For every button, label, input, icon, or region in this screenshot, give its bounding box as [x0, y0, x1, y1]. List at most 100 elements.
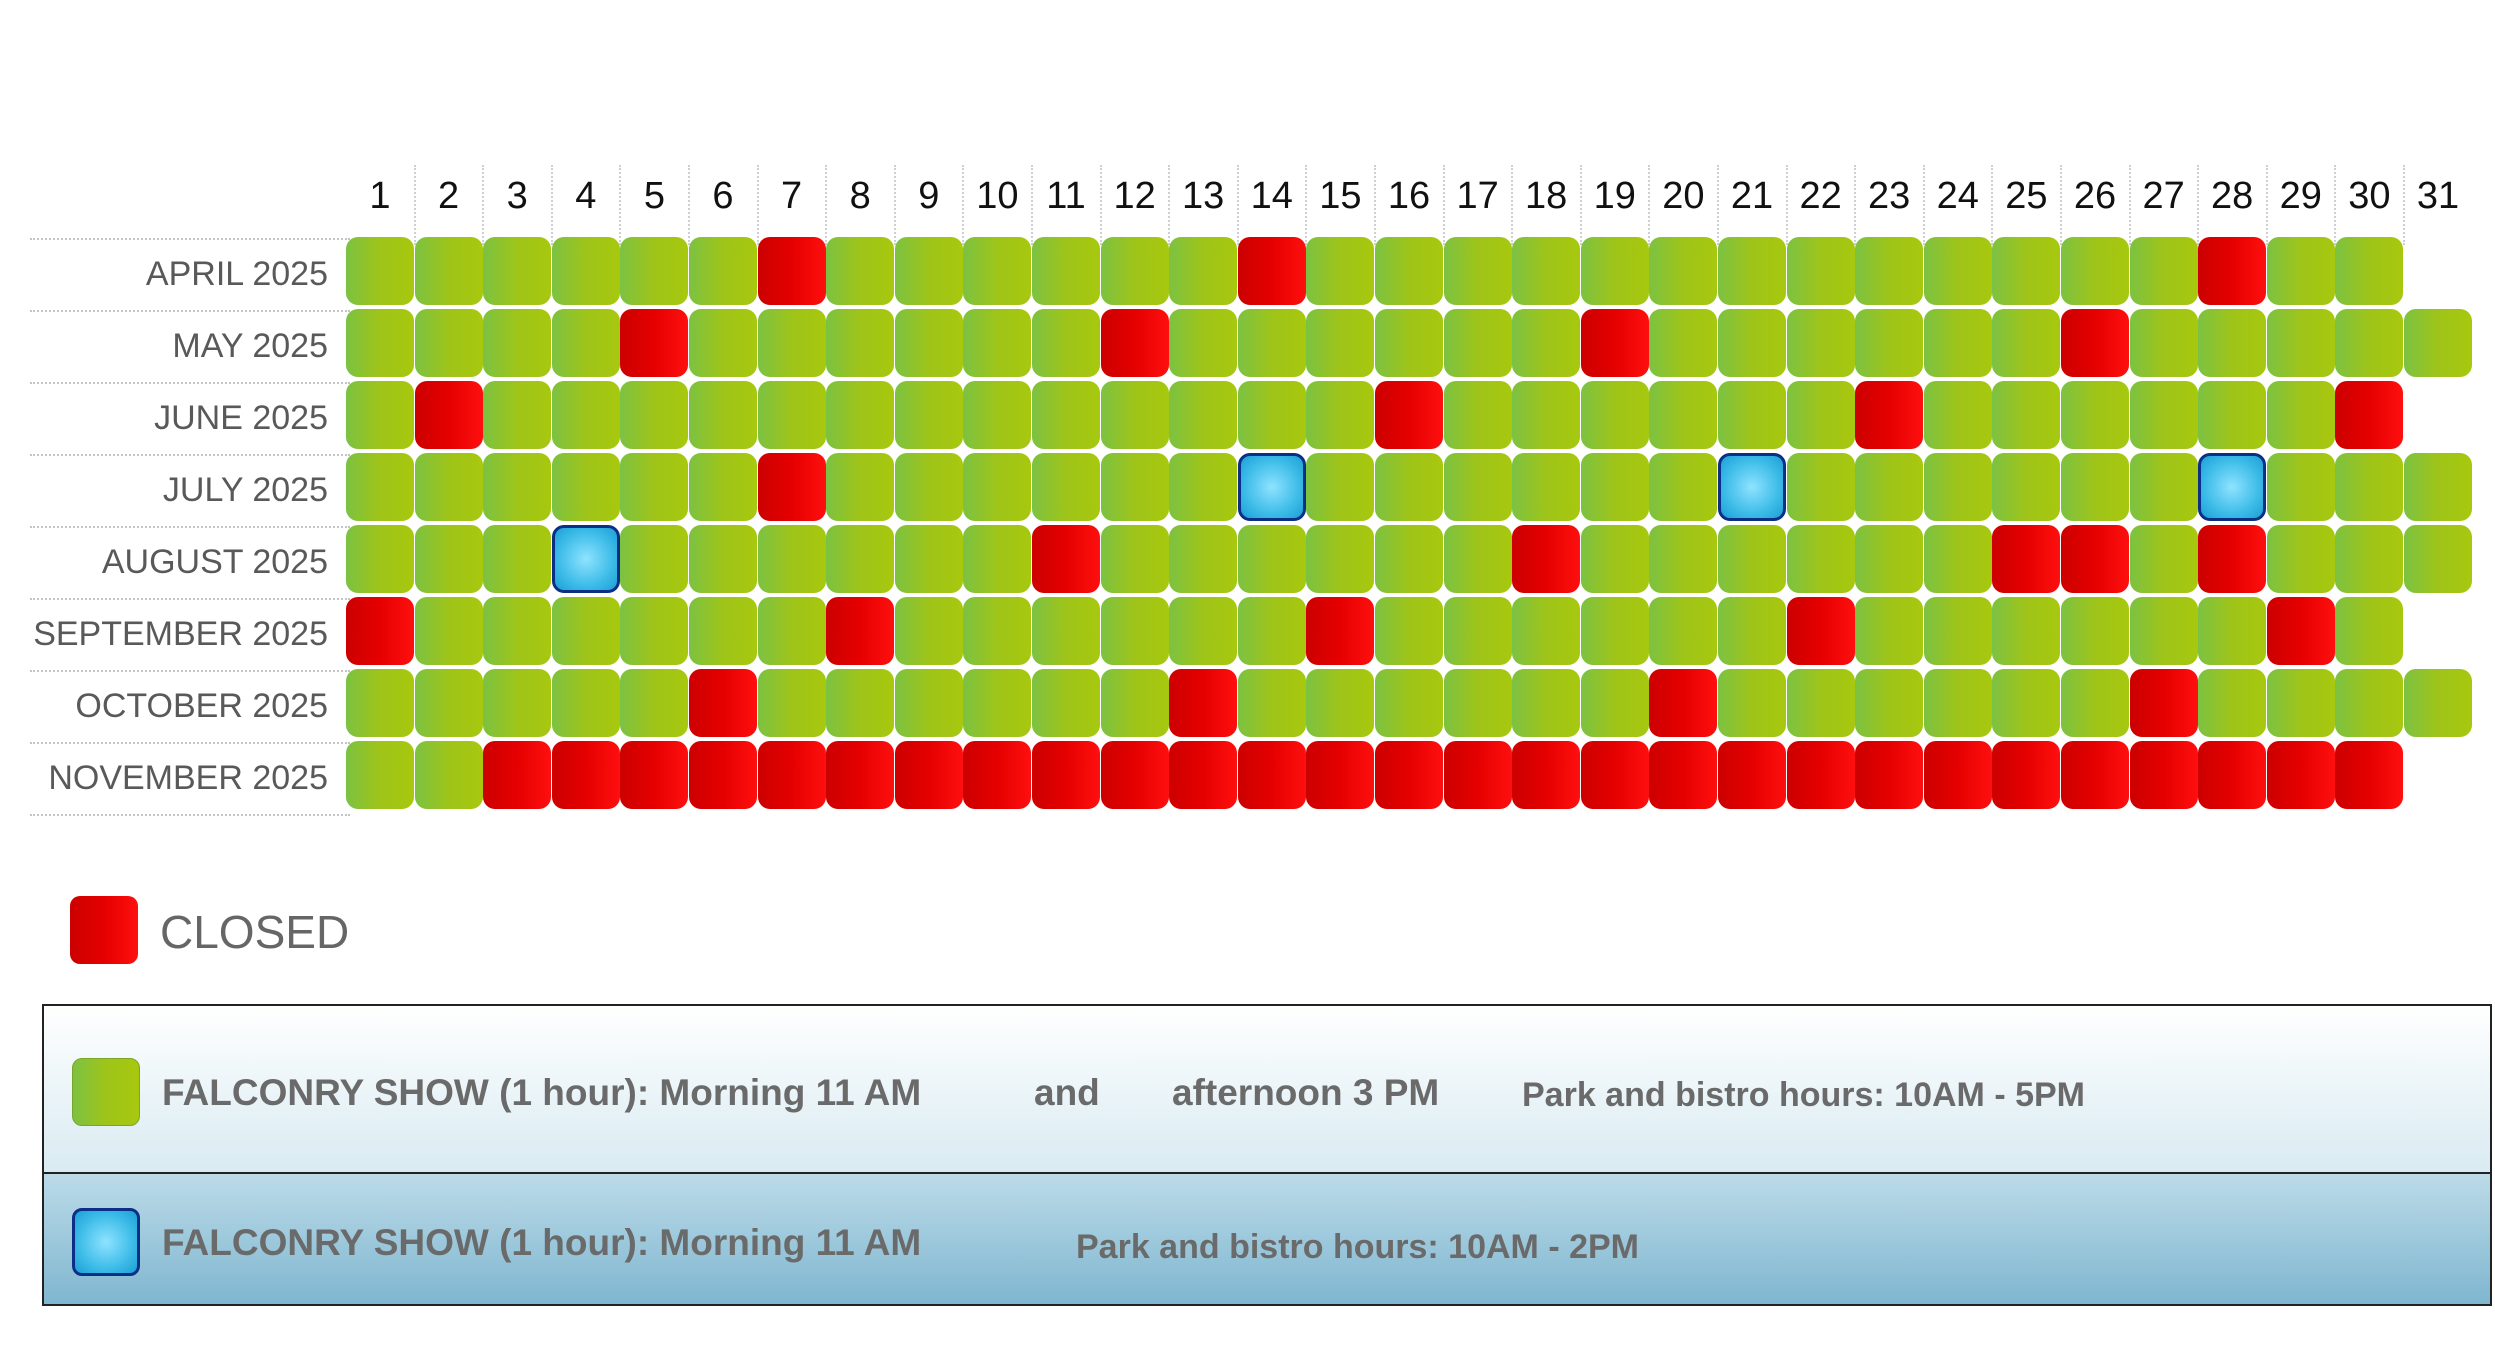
day-cell-open: [2129, 525, 2198, 593]
day-cell-open: [963, 381, 1032, 449]
day-cell-closed: [2061, 741, 2129, 809]
day-label-12: 12: [1113, 175, 1156, 217]
day-cell-open: [963, 525, 1032, 593]
day-cell-open: [2404, 669, 2472, 737]
day-cell-open: [414, 597, 483, 665]
day-cell-open: [1992, 237, 2061, 305]
day-cell-open: [1169, 381, 1238, 449]
day-cell-open: [414, 525, 483, 593]
day-cell-open: [1100, 597, 1169, 665]
day-cell-open: [826, 237, 895, 305]
column-separator: [1511, 165, 1514, 245]
day-cell-open: [1923, 381, 1992, 449]
day-cell-open: [1375, 237, 1443, 305]
legend-closed-label: CLOSED: [160, 906, 350, 958]
day-cell-closed: [1580, 309, 1649, 377]
day-label-20: 20: [1662, 175, 1705, 217]
day-cell-closed: [414, 381, 483, 449]
day-cell-closed: [1923, 741, 1992, 809]
day-cell-open: [2266, 669, 2335, 737]
day-cell-closed: [1306, 597, 1375, 665]
day-cell-open: [963, 309, 1032, 377]
day-cell-short: [551, 525, 620, 593]
day-cell-open: [1032, 309, 1100, 377]
day-label-30: 30: [2348, 175, 2391, 217]
day-cell-closed: [620, 309, 689, 377]
day-cell-open: [1580, 669, 1649, 737]
day-cell-open: [894, 453, 963, 521]
month-label: SEPTEMBER 2025: [33, 615, 328, 653]
day-cell-open: [1512, 669, 1581, 737]
column-separator: [1785, 165, 1788, 245]
day-cell-open: [894, 525, 963, 593]
day-label-8: 8: [849, 175, 871, 217]
day-cell-open: [2129, 309, 2198, 377]
day-cell-open: [894, 381, 963, 449]
day-cell-open: [1580, 237, 1649, 305]
month-label: AUGUST 2025: [101, 543, 328, 581]
day-cell-open: [2061, 453, 2129, 521]
day-label-17: 17: [1456, 175, 1499, 217]
day-cell-open: [1375, 669, 1443, 737]
day-cell-open: [1032, 237, 1100, 305]
day-cell-open: [1169, 309, 1238, 377]
day-cell-open: [620, 669, 689, 737]
day-cell-open: [1649, 309, 1718, 377]
day-cell-open: [1512, 597, 1581, 665]
day-cell-closed: [2266, 597, 2335, 665]
day-cell-open: [2129, 453, 2198, 521]
row-divider: [30, 814, 350, 816]
row-divider: [30, 454, 350, 456]
day-cell-open: [1580, 525, 1649, 593]
day-cell-closed: [1718, 741, 1786, 809]
day-cell-open: [894, 309, 963, 377]
day-cell-open: [1443, 237, 1512, 305]
day-cell-open: [689, 525, 757, 593]
row-divider: [30, 598, 350, 600]
day-cell-open: [2266, 525, 2335, 593]
day-cell-closed: [689, 741, 757, 809]
day-cell-open: [483, 237, 552, 305]
day-cell-open: [346, 381, 414, 449]
month-label: JULY 2025: [162, 471, 328, 509]
day-cell-open: [2129, 597, 2198, 665]
day-label-28: 28: [2211, 175, 2254, 217]
day-cell-closed: [1169, 669, 1238, 737]
day-cell-open: [483, 381, 552, 449]
day-label-7: 7: [781, 175, 803, 217]
day-cell-open: [1649, 237, 1718, 305]
day-cell-closed: [1100, 741, 1169, 809]
day-label-18: 18: [1525, 175, 1568, 217]
month-label: APRIL 2025: [145, 255, 328, 293]
day-cell-open: [1100, 381, 1169, 449]
day-cell-open: [1855, 453, 1924, 521]
day-cell-open: [1100, 669, 1169, 737]
day-cell-open: [2198, 381, 2267, 449]
day-cell-closed: [1992, 525, 2061, 593]
day-label-4: 4: [575, 175, 597, 217]
column-separator: [962, 165, 965, 245]
day-cell-open: [1237, 597, 1306, 665]
row-divider: [30, 238, 350, 240]
day-cell-open: [1992, 669, 2061, 737]
column-separator: [1442, 165, 1445, 245]
row-divider: [30, 382, 350, 384]
column-separator: [2197, 165, 2200, 245]
day-cell-open: [414, 237, 483, 305]
day-cell-short: [1237, 453, 1306, 521]
day-cell-open: [2335, 237, 2404, 305]
day-cell-closed: [1306, 741, 1375, 809]
day-cell-open: [2266, 453, 2335, 521]
day-cell-closed: [757, 741, 826, 809]
day-cell-open: [1923, 453, 1992, 521]
day-cell-open: [1786, 381, 1855, 449]
day-cell-open: [1512, 309, 1581, 377]
day-label-21: 21: [1730, 175, 1774, 217]
day-cell-open: [551, 597, 620, 665]
column-separator: [413, 165, 416, 245]
day-cell-open: [1992, 597, 2061, 665]
column-separator: [1236, 165, 1239, 245]
day-cell-open: [1443, 453, 1512, 521]
day-cell-open: [1100, 237, 1169, 305]
